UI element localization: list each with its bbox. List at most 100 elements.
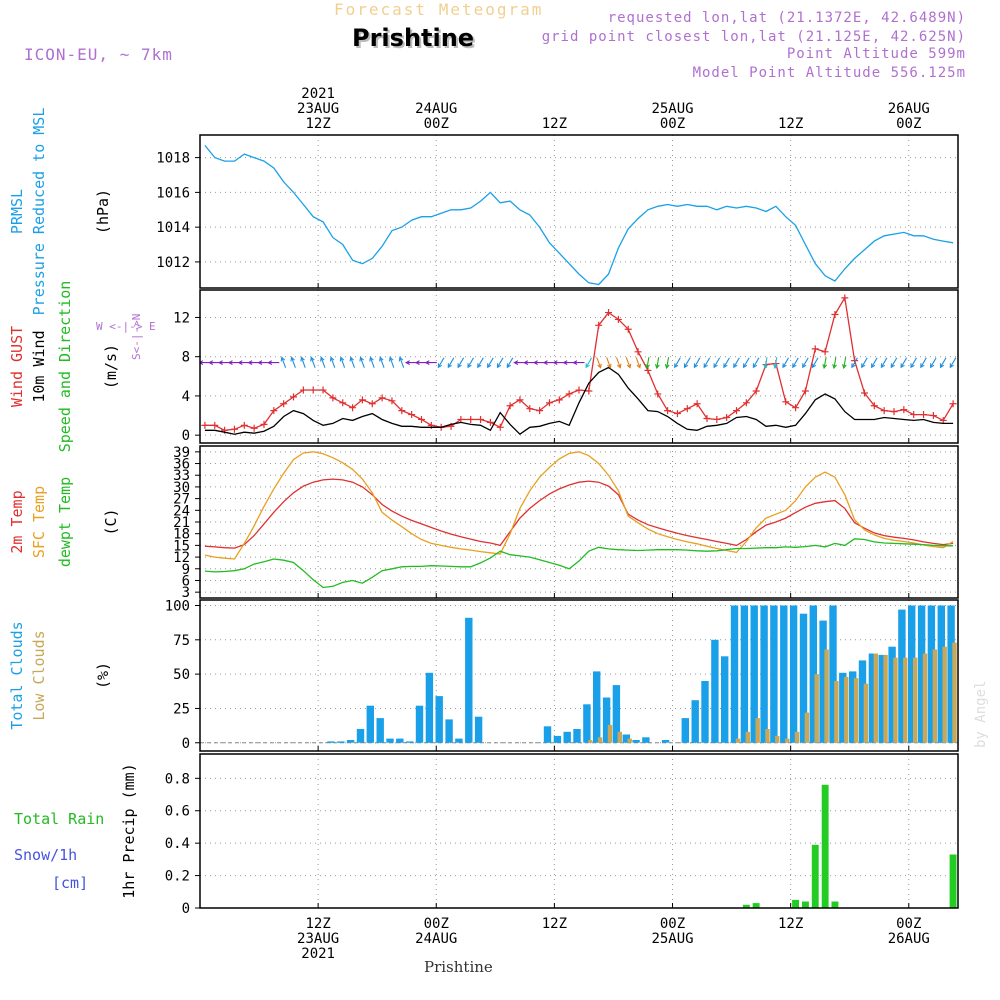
panel-frame: [199, 445, 959, 599]
bar: [691, 700, 699, 743]
wind-arrow: [300, 356, 306, 368]
bottom-time-label: 12Z: [778, 916, 803, 932]
gust-marker: [723, 414, 731, 421]
bar: [799, 613, 808, 743]
wind-arrow: [664, 357, 670, 370]
bar: [366, 705, 374, 743]
footer-location: Prishtine: [424, 958, 493, 976]
gust-marker: [565, 390, 573, 398]
gust-marker: [870, 402, 878, 410]
gust-marker: [339, 399, 347, 407]
bar: [617, 731, 622, 743]
gust-marker: [605, 309, 613, 317]
gust-marker: [250, 424, 258, 432]
y-axis-label: (hPa): [94, 189, 112, 234]
panel-wind: 0 4 8 12 Wind GUST 10m Wind Speed and Directio…: [8, 281, 959, 452]
wind-arrow: [379, 356, 385, 368]
wind-arrow: [585, 357, 593, 369]
gust-marker: [201, 421, 209, 429]
bar: [721, 656, 729, 743]
y-tick-label: 0.8: [165, 771, 190, 787]
y-tick-label: 0: [182, 736, 190, 752]
wind-arrow: [733, 357, 740, 369]
wind-arrow: [880, 357, 888, 369]
gust-marker: [821, 348, 829, 356]
gust-marker: [585, 387, 593, 395]
wind-arrow: [645, 357, 650, 370]
panel-frame: [199, 753, 959, 909]
bar: [396, 738, 404, 743]
bar: [898, 609, 906, 743]
bottom-time-label: 23AUG: [297, 931, 339, 947]
gust-marker: [240, 421, 248, 429]
gust-marker: [378, 394, 386, 402]
bottom-time-label: 2021: [301, 946, 335, 962]
bar: [888, 646, 896, 743]
y-tick-label: 1016: [156, 185, 190, 201]
gust-marker: [929, 412, 937, 420]
top-time-label: 00Z: [424, 116, 449, 132]
y-axis-label: PRMSL: [8, 189, 26, 234]
gust-marker: [900, 406, 908, 414]
wind-arrow: [290, 356, 296, 368]
wind-arrow: [939, 357, 947, 369]
y-tick-label: 4: [182, 389, 190, 405]
wind-arrow: [861, 357, 868, 369]
y-tick-label: 18: [173, 527, 190, 543]
y-tick-label: 30: [173, 480, 190, 496]
bar: [824, 649, 829, 743]
panel-marks: [200, 784, 958, 908]
top-time-label: 25AUG: [651, 101, 693, 117]
series-line: [204, 538, 954, 589]
y-tick-label: 0.6: [165, 804, 190, 820]
bottom-time-label: 12Z: [305, 916, 330, 932]
wind-arrow: [832, 357, 837, 370]
gust-marker: [408, 411, 416, 419]
gust-marker: [349, 404, 357, 412]
top-time-label: 23AUG: [297, 101, 339, 117]
gust-marker: [713, 415, 721, 423]
precip-legend-label: Total Rain: [14, 810, 104, 828]
credit-watermark: by Angel: [963, 660, 993, 750]
wind-arrow: [606, 357, 612, 369]
gust-marker: [920, 411, 928, 419]
y-tick-label: 0.2: [165, 869, 190, 885]
gust-marker: [388, 397, 396, 405]
y-tick-label: 12: [173, 550, 190, 566]
wind-arrow: [320, 356, 326, 368]
bar: [780, 605, 788, 743]
wind-arrow: [447, 357, 455, 369]
top-time-label: 24AUG: [415, 101, 457, 117]
precip-legend-label: [cm]: [52, 874, 88, 892]
wind-arrow: [743, 357, 750, 369]
bar: [583, 704, 591, 743]
y-tick-label: 12: [173, 310, 190, 326]
bar: [927, 605, 936, 743]
bar: [792, 899, 799, 908]
panel-marks: [200, 605, 958, 744]
gust-marker: [299, 386, 307, 394]
bar: [809, 605, 817, 743]
bar: [752, 903, 760, 908]
bar: [814, 674, 819, 743]
bottom-time-label: 00Z: [660, 916, 685, 932]
y-tick-label: 50: [173, 667, 190, 683]
bar: [415, 705, 424, 743]
gust-marker: [309, 386, 317, 394]
wind-arrow: [930, 357, 937, 369]
y-axis-label: SFC Temp: [30, 486, 48, 558]
gust-marker: [831, 311, 839, 319]
y-axis-label: 1hr Precip (mm): [120, 763, 138, 898]
bar: [730, 605, 739, 743]
bar: [917, 605, 926, 743]
bottom-time-label: 25AUG: [651, 931, 693, 947]
bar: [681, 718, 689, 743]
gust-marker: [526, 405, 534, 413]
bar: [435, 696, 443, 743]
y-axis-label: (m/s): [102, 344, 120, 389]
bar: [794, 731, 800, 743]
gust-marker: [516, 396, 524, 404]
bar: [849, 671, 857, 743]
bar: [831, 901, 839, 908]
